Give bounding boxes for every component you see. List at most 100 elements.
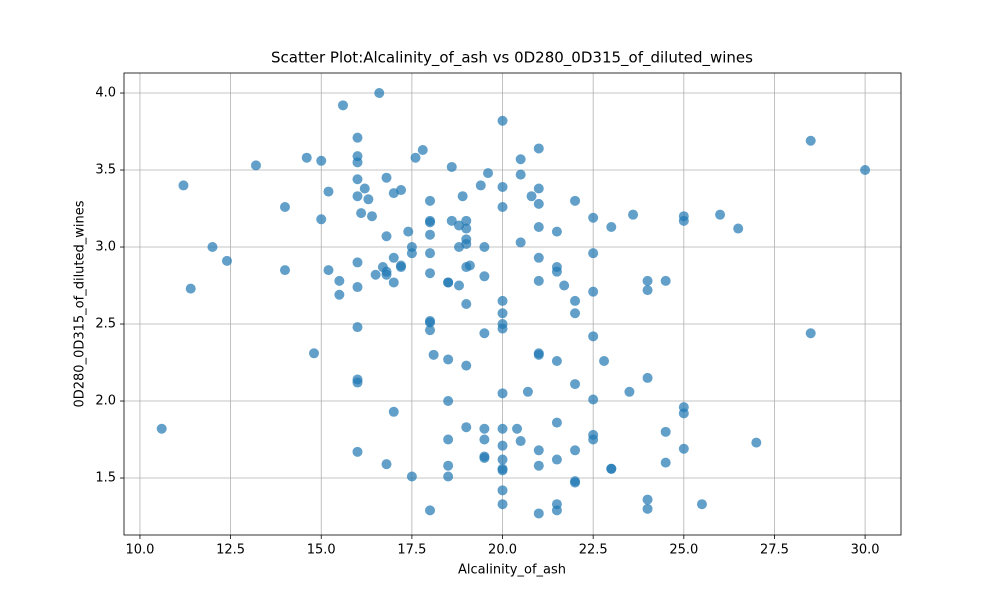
point — [497, 388, 508, 399]
point — [323, 265, 334, 276]
y-tick-label: 4.0 — [95, 86, 116, 101]
point — [406, 248, 417, 259]
point — [678, 443, 689, 454]
point — [551, 454, 562, 465]
plot-frame — [123, 72, 902, 536]
y-tick-label: 1.5 — [95, 471, 116, 486]
point — [497, 440, 508, 451]
point — [678, 215, 689, 226]
point — [316, 155, 327, 166]
point — [443, 460, 454, 471]
point — [533, 183, 544, 194]
point — [497, 115, 508, 126]
point — [352, 132, 363, 143]
point — [515, 237, 526, 248]
point — [207, 242, 218, 253]
point — [678, 408, 689, 419]
point — [396, 262, 407, 273]
point — [533, 349, 544, 360]
point — [805, 328, 816, 339]
point — [454, 280, 465, 291]
point — [446, 161, 457, 172]
point — [457, 191, 468, 202]
point — [356, 208, 367, 219]
point — [475, 180, 486, 191]
point — [860, 165, 871, 176]
point — [425, 325, 436, 336]
point — [570, 295, 581, 306]
point — [570, 195, 581, 206]
point — [425, 505, 436, 516]
point — [425, 229, 436, 240]
point — [352, 157, 363, 168]
point — [443, 354, 454, 365]
point — [301, 152, 312, 163]
point — [606, 463, 617, 474]
point — [279, 201, 290, 212]
point — [417, 145, 428, 155]
point — [551, 417, 562, 428]
point — [570, 445, 581, 456]
point — [479, 423, 490, 434]
point — [425, 195, 436, 206]
point — [461, 262, 472, 273]
point — [479, 434, 490, 445]
point — [381, 459, 392, 470]
point — [588, 434, 599, 445]
point — [570, 477, 581, 488]
point — [515, 436, 526, 447]
point — [461, 422, 472, 433]
point — [461, 360, 472, 371]
x-tick-label: 10.0 — [125, 543, 154, 558]
point — [381, 269, 392, 280]
point — [588, 394, 599, 405]
point — [660, 426, 671, 437]
point — [334, 275, 345, 286]
point — [533, 222, 544, 232]
point — [533, 143, 544, 154]
point — [425, 248, 436, 259]
point — [323, 186, 334, 197]
point — [599, 355, 610, 366]
point — [388, 277, 399, 288]
point — [443, 471, 454, 482]
point — [428, 349, 439, 360]
y-tick-label: 3.5 — [95, 163, 116, 178]
point — [461, 223, 472, 234]
point — [533, 252, 544, 263]
x-tick-label: 22.5 — [579, 543, 608, 558]
point — [606, 222, 617, 232]
point — [522, 386, 533, 397]
point — [497, 295, 508, 306]
x-tick-label: 12.5 — [216, 543, 245, 558]
point — [497, 485, 508, 496]
y-tick-label: 2.0 — [95, 394, 116, 409]
point — [479, 242, 490, 253]
point — [367, 211, 378, 222]
point — [696, 499, 707, 510]
point — [588, 248, 599, 259]
point — [178, 180, 189, 191]
point — [479, 271, 490, 282]
point — [279, 265, 290, 276]
point — [185, 283, 196, 294]
point — [642, 372, 653, 383]
x-axis-label: Alcalinity_of_ash — [458, 563, 566, 578]
point — [805, 135, 816, 146]
point — [479, 328, 490, 339]
point — [497, 308, 508, 319]
point — [497, 454, 508, 465]
point — [497, 499, 508, 510]
point — [221, 255, 232, 266]
point — [660, 457, 671, 468]
point — [406, 471, 417, 482]
point — [551, 226, 562, 237]
point — [410, 152, 421, 163]
point — [308, 348, 319, 359]
point — [334, 289, 345, 300]
point — [551, 355, 562, 366]
point — [381, 172, 392, 183]
point — [588, 286, 599, 297]
point — [533, 198, 544, 209]
point — [443, 277, 454, 288]
